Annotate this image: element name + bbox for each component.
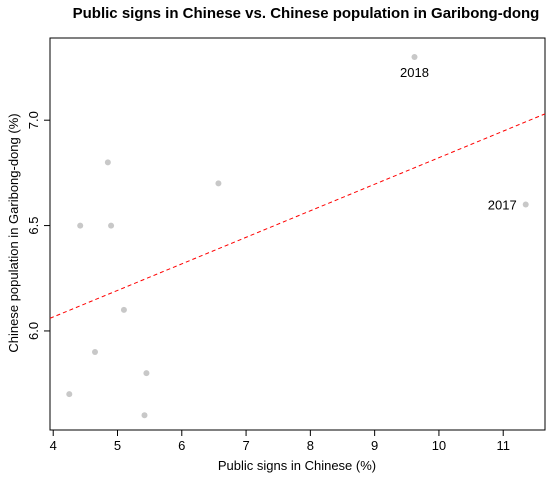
y-tick-label: 7.0 [26, 111, 41, 129]
data-point [215, 180, 222, 187]
data-point [108, 222, 115, 229]
x-axis-label: Public signs in Chinese (%) [218, 458, 376, 473]
data-point [411, 53, 418, 60]
data-point [92, 349, 98, 356]
data-point [141, 412, 148, 419]
x-tick-label: 10 [432, 438, 446, 453]
x-tick-label: 4 [50, 438, 57, 453]
x-tick-label: 6 [178, 438, 185, 453]
x-tick-label: 11 [496, 438, 510, 453]
data-point [77, 222, 84, 229]
annotation-label: 2017 [488, 197, 517, 212]
data-point [120, 306, 127, 313]
x-tick-label: 5 [114, 438, 121, 453]
x-tick-label: 8 [307, 438, 314, 453]
plot-frame [49, 37, 546, 431]
data-point [66, 391, 73, 398]
annotation-label: 2018 [400, 65, 429, 80]
data-point [143, 370, 150, 377]
data-points [66, 53, 529, 419]
data-point [522, 201, 529, 208]
axes: 4 5 6 7 8 9 10 11 6.0 6.5 7.0 [26, 37, 546, 453]
trend-line [49, 113, 546, 319]
chart-title: Public signs in Chinese vs. Chinese popu… [73, 5, 540, 22]
x-tick-label: 9 [371, 438, 378, 453]
annotations: 2018 2017 [400, 65, 517, 213]
y-tick-label: 6.0 [26, 322, 41, 340]
y-axis-label: Chinese population in Garibong-dong (%) [6, 113, 21, 352]
y-tick-label: 6.5 [26, 217, 41, 235]
x-tick-label: 7 [242, 438, 249, 453]
data-point [104, 159, 111, 166]
